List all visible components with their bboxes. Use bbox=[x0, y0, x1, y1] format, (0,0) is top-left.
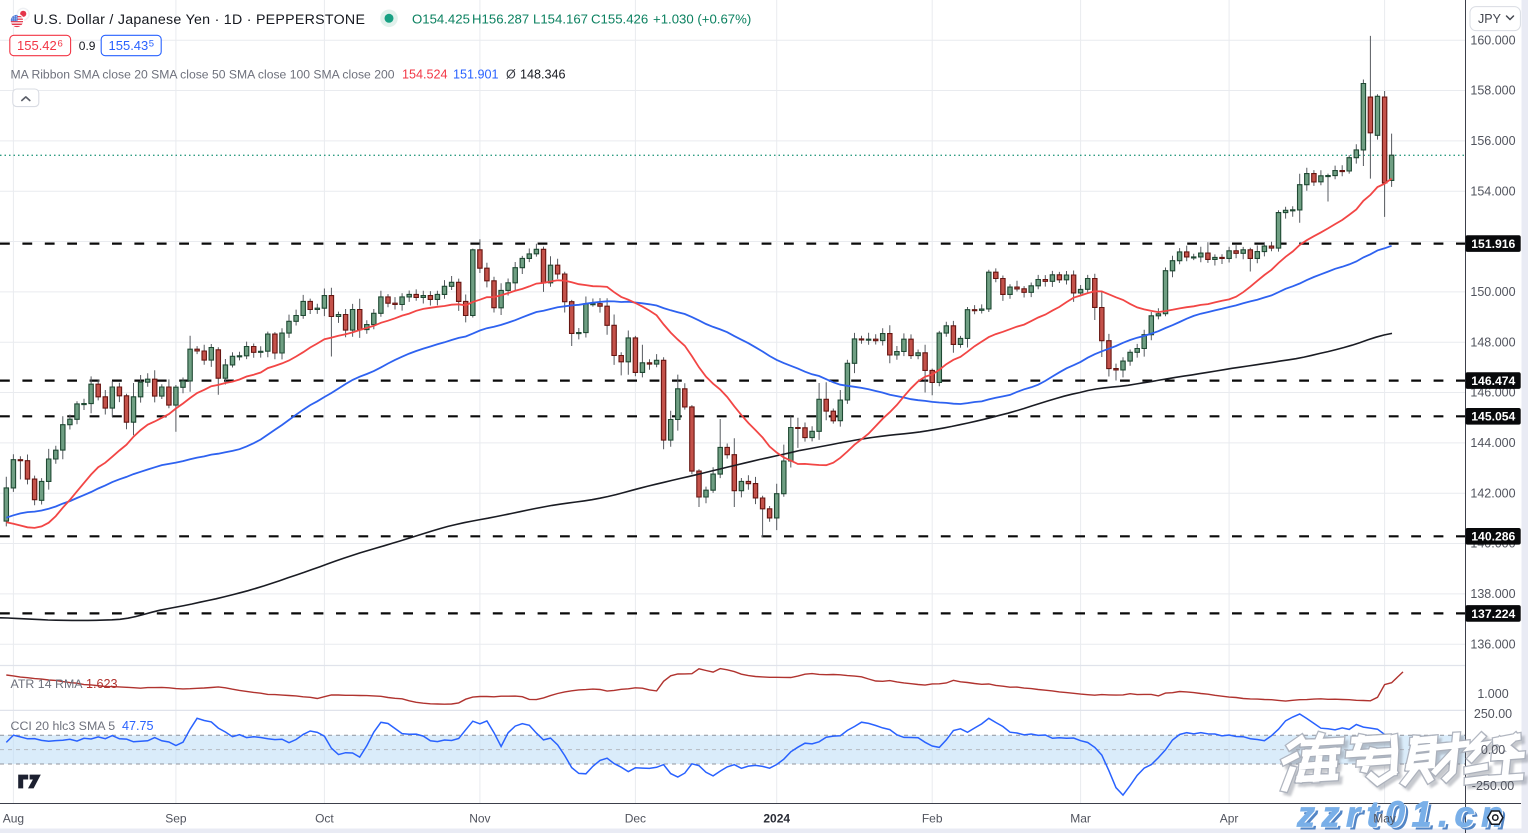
svg-text:-250.00: -250.00 bbox=[1472, 779, 1514, 793]
svg-text:154.524: 154.524 bbox=[402, 68, 448, 82]
svg-text:155.43: 155.43 bbox=[109, 38, 149, 53]
svg-text:146.000: 146.000 bbox=[1470, 386, 1515, 400]
svg-text:Apr: Apr bbox=[1220, 812, 1239, 826]
svg-text:6: 6 bbox=[58, 39, 63, 50]
svg-text:150.000: 150.000 bbox=[1470, 285, 1515, 299]
svg-text:zzrt01.cn: zzrt01.cn bbox=[1296, 794, 1510, 833]
svg-text:Oct: Oct bbox=[315, 812, 334, 826]
svg-text:U.S. Dollar / Japanese Yen · 1: U.S. Dollar / Japanese Yen · 1D · PEPPER… bbox=[34, 12, 366, 28]
svg-text:47.75: 47.75 bbox=[122, 719, 154, 733]
svg-text:151.901: 151.901 bbox=[453, 68, 499, 82]
svg-text:ATR 14 RMA: ATR 14 RMA bbox=[11, 677, 84, 691]
svg-text:Mar: Mar bbox=[1070, 812, 1091, 826]
svg-text:145.054: 145.054 bbox=[1471, 410, 1515, 424]
svg-text:151.916: 151.916 bbox=[1471, 237, 1515, 251]
svg-text:138.000: 138.000 bbox=[1470, 587, 1515, 601]
svg-text:1.623: 1.623 bbox=[86, 677, 118, 691]
svg-text:May: May bbox=[1373, 812, 1396, 826]
svg-text:144.000: 144.000 bbox=[1470, 436, 1515, 450]
svg-text:158.000: 158.000 bbox=[1470, 84, 1515, 98]
svg-text:154.000: 154.000 bbox=[1470, 184, 1515, 198]
svg-text:Ø: Ø bbox=[506, 68, 516, 82]
svg-text:Nov: Nov bbox=[469, 812, 490, 826]
svg-text:250.00: 250.00 bbox=[1474, 707, 1512, 721]
svg-text:146.474: 146.474 bbox=[1471, 374, 1515, 388]
svg-text:Feb: Feb bbox=[922, 812, 943, 826]
svg-text:Sep: Sep bbox=[165, 812, 187, 826]
svg-text:148.346: 148.346 bbox=[520, 68, 566, 82]
svg-text:140.286: 140.286 bbox=[1471, 530, 1515, 544]
svg-text:JPY: JPY bbox=[1478, 12, 1502, 26]
svg-text:156.000: 156.000 bbox=[1470, 134, 1515, 148]
svg-text:MA Ribbon SMA close 20 SMA clo: MA Ribbon SMA close 20 SMA close 50 SMA … bbox=[11, 68, 395, 82]
svg-text:142.000: 142.000 bbox=[1470, 486, 1515, 500]
svg-text:Dec: Dec bbox=[625, 812, 646, 826]
svg-text:148.000: 148.000 bbox=[1470, 335, 1515, 349]
svg-text:zzrt01.cn: zzrt01.cn bbox=[1297, 795, 1511, 833]
svg-text:136.000: 136.000 bbox=[1470, 637, 1515, 651]
svg-text:2024: 2024 bbox=[763, 812, 790, 826]
svg-text:0.00: 0.00 bbox=[1481, 743, 1505, 757]
svg-text:137.224: 137.224 bbox=[1471, 607, 1515, 621]
svg-text:Aug: Aug bbox=[3, 812, 24, 826]
svg-text:zzrt01.cn: zzrt01.cn bbox=[1300, 797, 1514, 833]
svg-text:CCI 20 hlc3 SMA 5: CCI 20 hlc3 SMA 5 bbox=[11, 719, 116, 733]
svg-text:160.000: 160.000 bbox=[1470, 33, 1515, 47]
svg-text:5: 5 bbox=[149, 39, 154, 50]
svg-text:1.000: 1.000 bbox=[1477, 687, 1508, 701]
svg-text:155.42: 155.42 bbox=[17, 38, 57, 53]
svg-text:0.9: 0.9 bbox=[79, 39, 96, 53]
